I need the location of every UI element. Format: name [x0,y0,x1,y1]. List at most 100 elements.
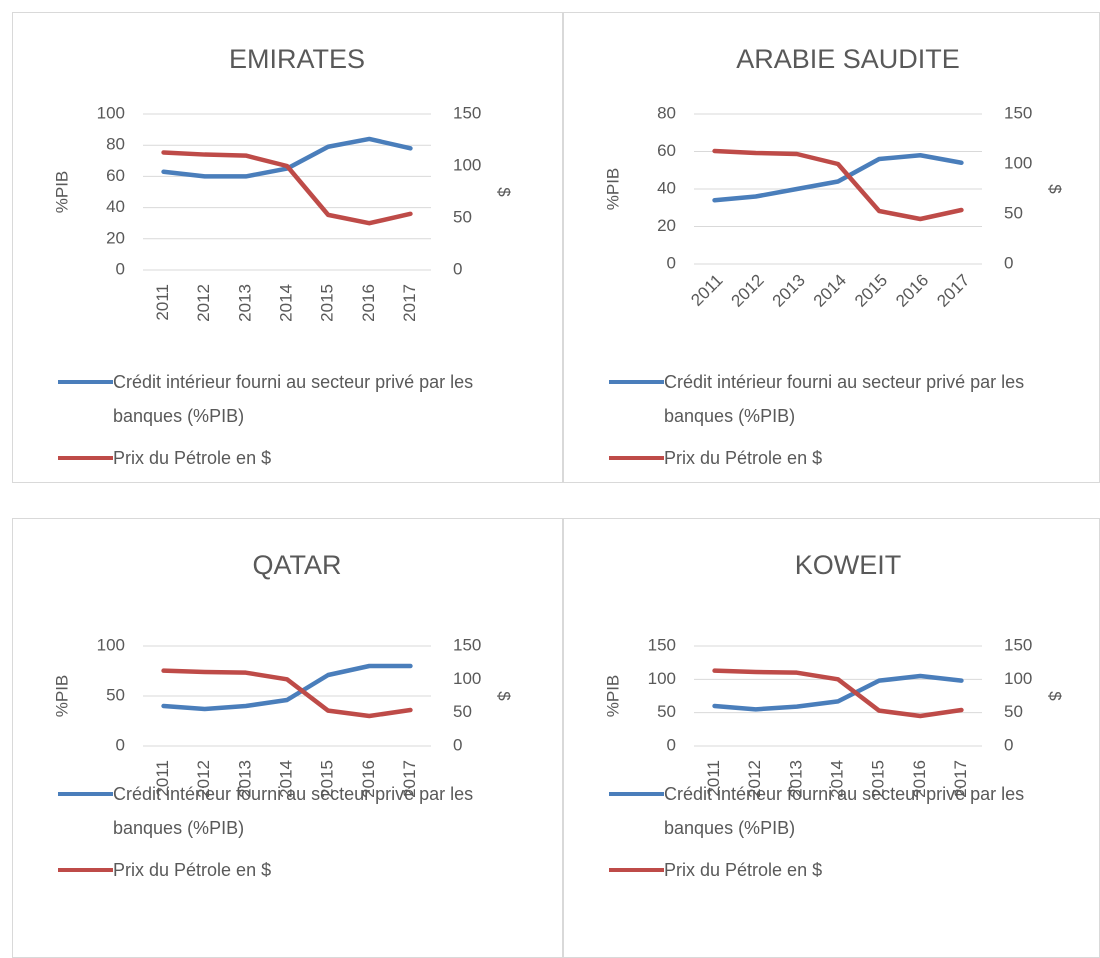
chart-title: QATAR [252,550,341,580]
x-tick-label: 2016 [359,760,378,798]
y-axis-label: %PIB [603,168,622,211]
legend-entry: Prix du Pétrole en $ [609,441,1069,475]
y2-tick-label: 100 [453,155,481,174]
y-tick-label: 20 [106,228,125,247]
x-tick-label: 2011 [687,271,726,310]
y-tick-label: 60 [657,141,676,160]
y-tick-label: 80 [657,103,676,122]
data-line [712,153,964,203]
y2-tick-label: 50 [453,702,472,721]
x-tick-label: 2011 [704,760,723,797]
legend-label: Prix du Pétrole en $ [113,860,272,880]
y2-tick-label: 100 [453,669,481,688]
legend-entry: Prix du Pétrole en $ [58,441,518,475]
data-line [161,136,413,179]
chart: EMIRATES 0 20 40 60 80 100 0 50 100 150 %PIB $2011 20… [52,44,514,322]
chart-title: ARABIE SAUDITE [736,44,960,74]
x-tick-label: 2015 [851,271,891,311]
x-tick-label: 2013 [235,284,254,322]
legend-marker [58,792,113,796]
x-tick-label: 2014 [810,271,850,311]
legend-marker [609,792,664,796]
legend-marker [58,456,113,460]
x-tick-label: 2017 [400,284,419,322]
legend-marker [58,868,113,872]
legend-label: Crédit intérieur fourni au secteur privé… [113,784,474,838]
x-tick-label: 2016 [359,284,378,322]
chart-panel: QATAR 0 50 100 0 50 100 150 %PIB $2011 2012 2013 201… [12,518,563,958]
data-line [712,148,964,222]
y-tick-label: 40 [657,178,676,197]
legend: Crédit intérieur fourni au secteur privé… [58,365,518,482]
legend-label: Crédit intérieur fourni au secteur privé… [664,784,1025,838]
legend-entry: Prix du Pétrole en $ [58,853,518,887]
legend: Crédit intérieur fourni au secteur privé… [609,365,1069,482]
legend-entry: Crédit intérieur fourni au secteur privé… [609,365,1069,433]
y2-tick-label: 100 [1004,153,1032,172]
y2-tick-label: 0 [453,259,462,278]
chart: ARABIE SAUDITE 0 20 40 60 80 0 50 100 150 %PIB $201… [603,44,1065,311]
x-tick-label: 2015 [318,284,337,322]
y2-tick-label: 0 [1004,735,1013,754]
chart-title: EMIRATES [229,44,365,74]
x-tick-label: 2017 [951,760,970,798]
y-tick-label: 100 [97,103,125,122]
y-axis-label: %PIB [603,675,622,718]
y-tick-label: 0 [116,259,125,278]
y-tick-label: 0 [116,735,125,754]
data-line [161,668,413,719]
y-tick-label: 50 [106,685,125,704]
legend: Crédit intérieur fourni au secteur privé… [58,777,518,895]
y2-axis-label: $ [1046,691,1065,701]
legend-entry: Crédit intérieur fourni au secteur privé… [58,777,518,845]
y-axis-label: %PIB [52,675,71,718]
y-tick-label: 20 [657,216,676,235]
y2-axis-label: $ [1046,184,1065,194]
x-tick-label: 2012 [745,760,764,798]
data-line [712,668,964,719]
x-tick-label: 2013 [235,760,254,798]
y-tick-label: 40 [106,197,125,216]
x-tick-label: 2017 [933,271,973,311]
y-tick-label: 100 [648,669,676,688]
x-tick-label: 2017 [400,760,419,798]
y-tick-label: 150 [648,635,676,654]
x-tick-label: 2015 [869,760,888,798]
y2-tick-label: 50 [1004,203,1023,222]
data-line [712,673,964,712]
data-line [161,663,413,712]
y-axis-label: %PIB [52,171,71,214]
x-tick-label: 2011 [153,284,172,321]
y-tick-label: 60 [106,166,125,185]
chart-title: KOWEIT [795,550,902,580]
y-tick-label: 0 [667,253,676,272]
legend-marker [609,868,664,872]
legend-marker [609,456,664,460]
y2-axis-label: $ [495,691,514,701]
y2-tick-label: 0 [453,735,462,754]
legend: Crédit intérieur fourni au secteur privé… [609,777,1069,895]
y2-axis-label: $ [495,187,514,197]
legend-label: Prix du Pétrole en $ [113,448,272,468]
y2-tick-label: 150 [1004,103,1032,122]
legend-label: Crédit intérieur fourni au secteur privé… [664,372,1025,426]
y2-tick-label: 0 [1004,253,1013,272]
x-tick-label: 2016 [892,271,932,311]
x-tick-label: 2012 [728,271,768,311]
legend-entry: Prix du Pétrole en $ [609,853,1069,887]
x-tick-label: 2011 [153,760,172,797]
x-tick-label: 2012 [194,760,213,798]
legend-label: Prix du Pétrole en $ [664,448,823,468]
legend-label: Crédit intérieur fourni au secteur privé… [113,372,474,426]
x-tick-label: 2014 [827,760,846,798]
x-tick-label: 2013 [769,271,809,311]
data-line [161,150,413,226]
legend-marker [58,380,113,384]
y2-tick-label: 150 [453,103,481,122]
x-tick-label: 2014 [276,284,295,322]
chart-panel: ARABIE SAUDITE 0 20 40 60 80 0 50 100 150 %PIB $201… [563,12,1100,483]
x-tick-label: 2014 [276,760,295,798]
legend-marker [609,380,664,384]
x-tick-label: 2013 [786,760,805,798]
